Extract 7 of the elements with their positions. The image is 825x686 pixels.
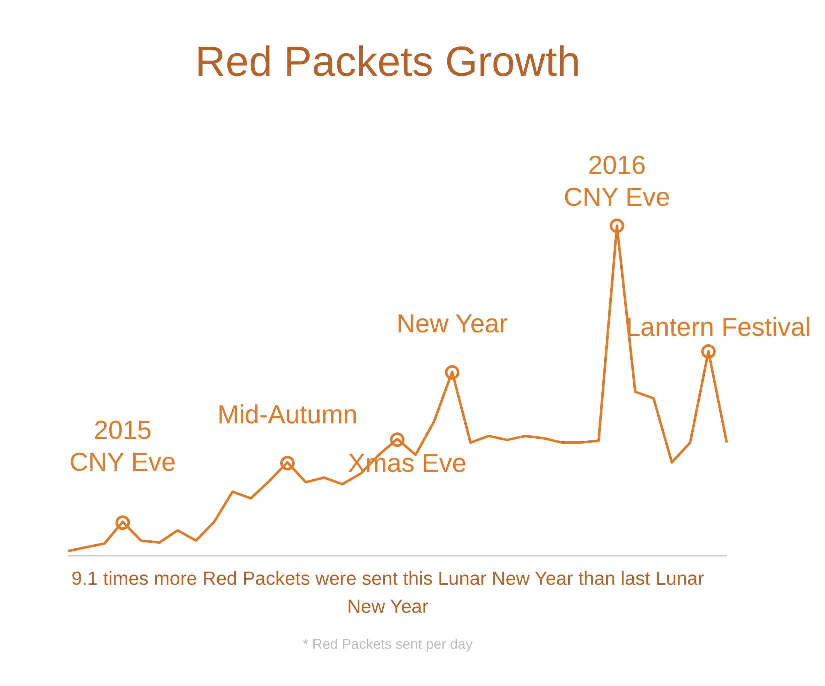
text: 9.1 times more Red Packets were sent this Lunar New Year than last Lunar New Year xyxy=(70,568,706,620)
chart-title: Red Packets Growth xyxy=(194,37,582,86)
annotation: New Year xyxy=(396,308,508,339)
annotation: 2015 CNY Eve xyxy=(70,414,176,477)
annotation: 2016 CNY Eve xyxy=(564,150,670,212)
text: * Red Packets sent per day xyxy=(302,636,474,652)
annotation: Mid-Autumn xyxy=(218,399,358,430)
